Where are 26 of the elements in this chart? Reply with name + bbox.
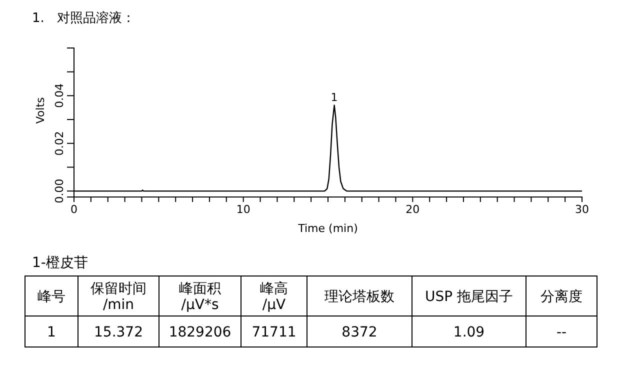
text: 15.372 [94,324,143,340]
text: 1829206 [168,324,232,340]
text: 8372 [342,324,378,340]
text: 1-橙皮苷 [32,255,88,271]
x-tick-label: 10 [236,202,250,216]
y-tick-label: 0.02 [53,131,66,156]
text: 理论塔板数 [324,289,394,305]
text: 分离度 [540,289,582,305]
text: 峰面积 /µV*s [179,281,221,313]
text: 保留时间 /min [90,281,146,313]
y-tick-label: 0.04 [53,83,66,108]
chart-title: 1. 对照品溶液： [32,10,135,26]
text: -- [556,324,567,340]
text: 71711 [252,324,296,340]
y-tick-label: 0.00 [53,178,66,204]
annotation: 1 [330,91,338,104]
x-axis-title: Time (min) [297,222,358,235]
text: 峰高 /µV [260,281,288,313]
x-tick-label: 30 [575,202,589,216]
text: 1 [47,324,56,340]
x-tick-label: 0 [70,202,78,216]
text: 1.09 [453,324,485,340]
y-axis-title: Volts [34,96,47,124]
text: USP 拖尾因子 [424,289,514,305]
text: 峰号 [38,289,66,305]
x-tick-label: 20 [406,202,420,216]
